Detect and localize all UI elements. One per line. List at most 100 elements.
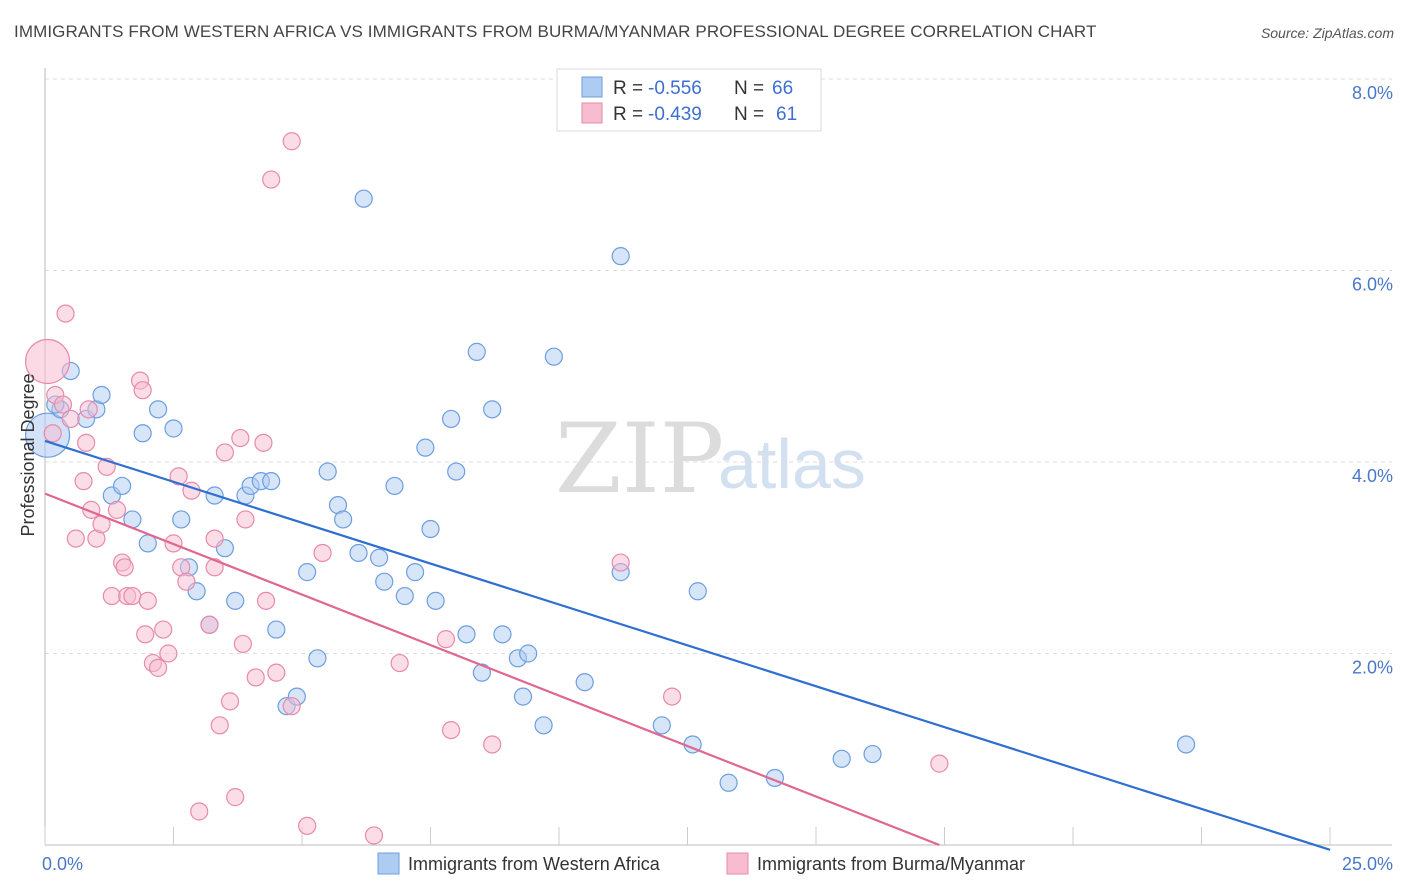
point-burma <box>483 735 502 754</box>
legend-r-label: R = <box>613 104 643 125</box>
legend-label-western-africa: Immigrants from Western Africa <box>408 854 661 874</box>
point-burma <box>220 692 240 711</box>
point-burma <box>267 663 286 682</box>
legend-swatch-burma <box>726 852 749 875</box>
legend-swatch-western-africa <box>377 852 400 875</box>
legend-label-burma: Immigrants from Burma/Myanmar <box>757 854 1025 874</box>
point-burma <box>210 716 229 735</box>
legend-r-value: -0.439 <box>648 104 702 125</box>
point-burma <box>115 558 134 577</box>
point-western-africa <box>493 625 512 644</box>
point-burma <box>154 620 173 639</box>
point-burma <box>138 591 157 610</box>
point-burma <box>190 802 209 821</box>
point-western-africa <box>308 649 327 668</box>
point-western-africa <box>416 438 435 457</box>
trendline-burma <box>44 492 940 847</box>
point-burma <box>441 720 461 740</box>
point-burma <box>74 472 93 491</box>
grid-layer <box>45 78 1392 654</box>
legend-r-label: R = <box>613 78 643 99</box>
point-western-africa <box>421 519 440 539</box>
point-western-africa <box>395 586 414 606</box>
point-burma <box>77 433 96 452</box>
point-western-africa <box>164 419 183 438</box>
point-burma <box>662 687 682 706</box>
legend-n-label: N = <box>734 104 764 125</box>
point-burma <box>66 529 85 548</box>
point-western-africa <box>611 247 630 266</box>
point-western-africa <box>267 620 286 639</box>
point-burma <box>177 572 196 591</box>
trend-layer <box>44 439 1331 851</box>
point-western-africa <box>863 744 882 764</box>
point-western-africa <box>534 716 553 735</box>
point-burma <box>200 615 219 634</box>
point-western-africa <box>483 400 502 419</box>
point-burma <box>254 433 273 452</box>
point-burma <box>226 788 245 807</box>
watermark-atlas: atlas <box>718 425 866 503</box>
point-burma <box>107 500 127 519</box>
chart-title: IMMIGRANTS FROM WESTERN AFRICA VS IMMIGR… <box>14 22 1097 41</box>
point-western-africa <box>441 409 461 429</box>
point-burma <box>43 424 62 443</box>
legend-swatch-pink <box>581 102 603 124</box>
point-western-africa <box>447 462 466 481</box>
point-western-africa <box>652 716 671 735</box>
x-tick-label: 0.0% <box>42 854 83 874</box>
point-burma <box>256 591 276 610</box>
point-western-africa <box>133 424 152 443</box>
trendline-western-africa <box>44 439 1331 851</box>
point-burma <box>390 653 409 673</box>
axes-layer: 2.0% 4.0% 6.0% 8.0% 0.0% 25.0% <box>42 68 1393 874</box>
point-burma <box>282 132 301 151</box>
legend-n-value: 66 <box>772 78 793 99</box>
point-western-africa <box>298 563 317 582</box>
y-tick-label: 4.0% <box>1352 466 1393 486</box>
point-burma <box>246 668 265 687</box>
point-burma <box>233 634 252 654</box>
point-burma <box>236 510 255 529</box>
point-burma <box>148 658 168 677</box>
point-burma <box>930 754 949 773</box>
source-label: Source: ZipAtlas.com <box>1260 25 1394 41</box>
point-burma <box>215 443 234 462</box>
point-western-africa <box>719 773 738 792</box>
point-burma <box>313 543 332 563</box>
point-burma <box>79 400 98 419</box>
watermark: ZIP atlas <box>555 403 866 515</box>
point-western-africa <box>349 543 368 563</box>
point-western-africa <box>318 462 337 481</box>
y-tick-label: 6.0% <box>1352 275 1393 295</box>
point-burma <box>169 467 188 486</box>
point-western-africa <box>370 548 389 567</box>
point-western-africa <box>354 189 373 208</box>
point-burma <box>231 428 250 448</box>
point-western-africa <box>112 476 132 496</box>
point-burma <box>61 409 80 429</box>
point-burma <box>364 826 384 845</box>
point-western-africa <box>226 591 245 610</box>
x-tick-label: 25.0% <box>1342 854 1393 874</box>
point-western-africa <box>92 385 111 405</box>
point-western-africa <box>385 476 404 496</box>
legend-r-value: -0.556 <box>648 78 702 99</box>
point-western-africa <box>544 347 563 366</box>
legend-swatch-blue <box>581 76 603 98</box>
point-burma <box>136 625 155 644</box>
point-western-africa <box>832 749 851 768</box>
point-burma <box>102 586 121 606</box>
point-western-africa <box>405 563 425 582</box>
watermark-zip: ZIP <box>555 403 724 515</box>
series-legend: Immigrants from Western Africa Immigrant… <box>377 852 1025 875</box>
point-western-africa <box>513 687 533 706</box>
point-western-africa <box>334 510 353 529</box>
point-burma <box>282 697 301 716</box>
point-burma <box>123 586 142 606</box>
point-burma <box>56 304 75 323</box>
point-burma <box>205 529 224 548</box>
point-burma <box>436 630 456 649</box>
y-axis-title: Professional Degree <box>18 373 38 536</box>
